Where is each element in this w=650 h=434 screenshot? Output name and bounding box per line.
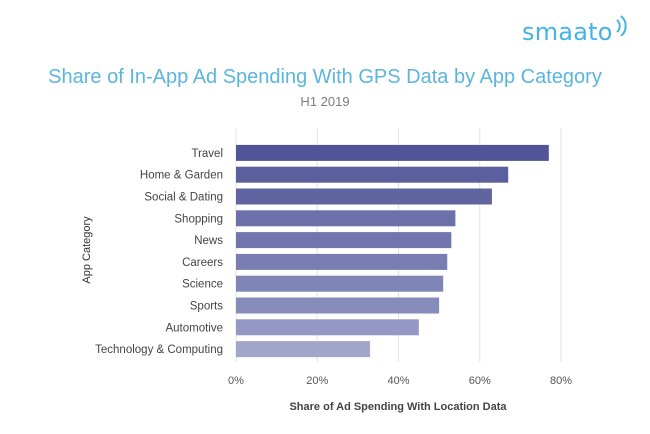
- bar: [236, 166, 509, 183]
- bar: [236, 144, 549, 161]
- x-tick-label: 60%: [469, 375, 491, 387]
- bar: [236, 341, 371, 358]
- chart-title: Share of In-App Ad Spending With GPS Dat…: [48, 66, 602, 88]
- y-tick-label: Careers: [182, 257, 223, 269]
- y-tick-label: News: [194, 235, 223, 247]
- smaato-logo: smaato: [522, 18, 613, 46]
- y-tick-label: Shopping: [174, 213, 223, 225]
- y-tick-label: Automotive: [165, 322, 223, 334]
- signal-icon: [616, 15, 627, 36]
- chart-subtitle: H1 2019: [300, 94, 350, 109]
- x-tick-label: 0%: [228, 375, 244, 387]
- logo-text: smaato: [522, 18, 613, 46]
- y-tick-label: Home & Garden: [140, 170, 223, 182]
- y-tick-label: Technology & Computing: [95, 344, 223, 356]
- bar: [236, 210, 456, 227]
- bar: [236, 253, 448, 270]
- bar: [236, 275, 444, 292]
- x-tick-label: 40%: [387, 375, 409, 387]
- y-tick-label: Travel: [191, 148, 223, 160]
- x-tick-label: 80%: [550, 375, 572, 387]
- x-tick-label: 20%: [306, 375, 328, 387]
- x-axis-label: Share of Ad Spending With Location Data: [289, 401, 507, 413]
- y-tick-label: Social & Dating: [144, 192, 223, 204]
- y-tick-label: Science: [182, 279, 223, 291]
- y-axis-label: App Category: [81, 216, 93, 284]
- bar: [236, 232, 452, 249]
- bar: [236, 188, 492, 205]
- bar: [236, 297, 440, 314]
- y-tick-label: Sports: [190, 301, 223, 313]
- bar: [236, 319, 419, 336]
